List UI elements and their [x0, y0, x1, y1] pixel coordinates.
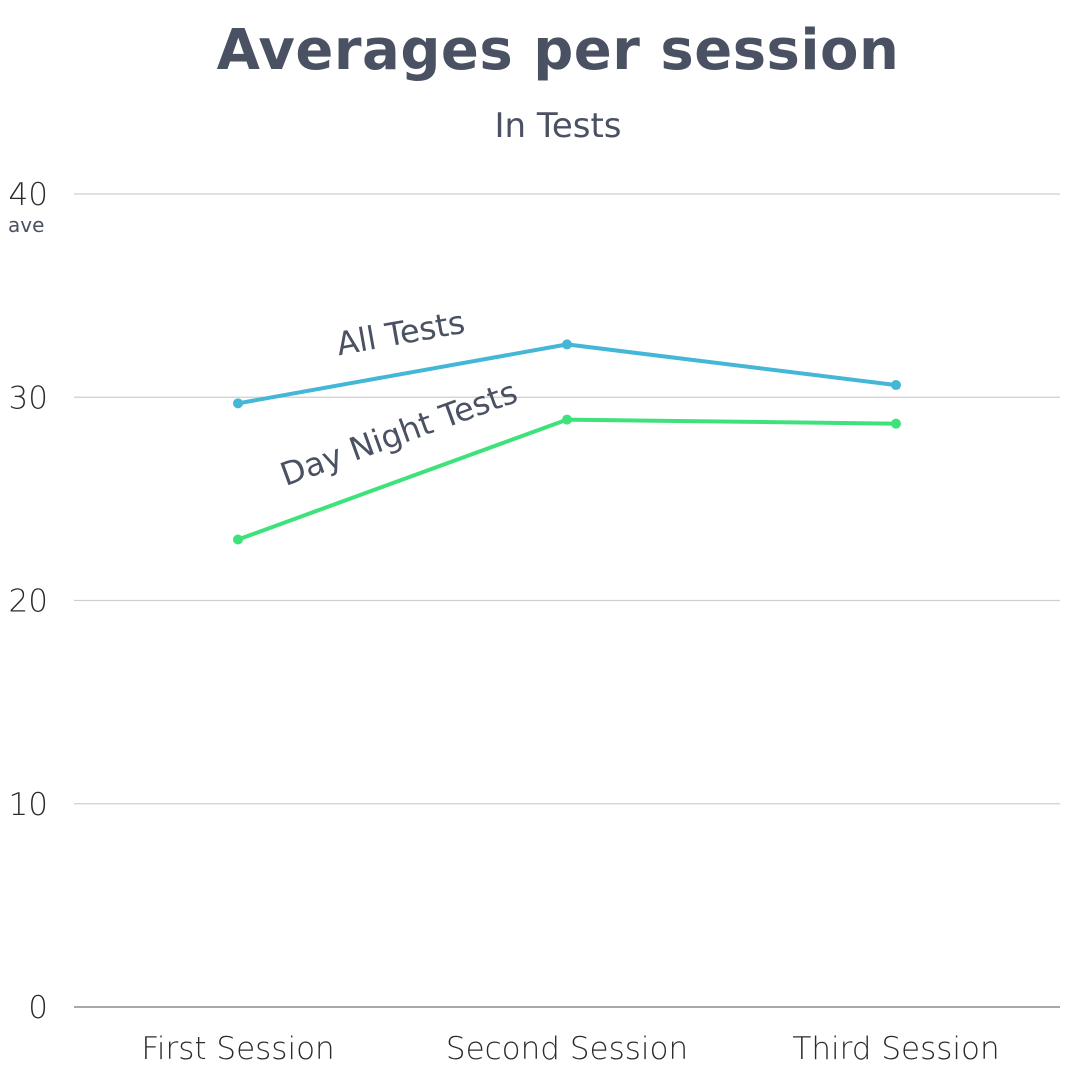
y-axis-unit-label: ave [8, 213, 44, 237]
series-label: All Tests [333, 303, 467, 363]
x-axis-tick-labels: First Session Second Session Third Session [141, 1031, 999, 1067]
y-tick-label: 40 [9, 177, 48, 213]
data-point [233, 398, 243, 409]
y-tick-label: 20 [9, 584, 48, 620]
data-point [233, 534, 243, 545]
series-1 [233, 414, 901, 545]
x-tick-label: Third Session [792, 1031, 999, 1067]
data-point [891, 380, 901, 391]
chart-subtitle: In Tests [494, 106, 622, 146]
data-point [891, 418, 901, 429]
chart-title: Averages per session [216, 18, 900, 83]
y-tick-label: 30 [9, 380, 48, 416]
y-tick-label: 10 [9, 787, 48, 823]
data-point [562, 414, 572, 425]
gridlines [74, 193, 1060, 1008]
series-0 [233, 339, 901, 409]
data-point [562, 339, 572, 350]
x-tick-label: First Session [141, 1031, 334, 1067]
series-line [236, 342, 898, 406]
y-axis-tick-labels: 0 10 20 30 40 [9, 177, 48, 1026]
series-layer [233, 339, 901, 545]
x-tick-label: Second Session [446, 1031, 688, 1067]
y-tick-label: 0 [28, 990, 48, 1026]
